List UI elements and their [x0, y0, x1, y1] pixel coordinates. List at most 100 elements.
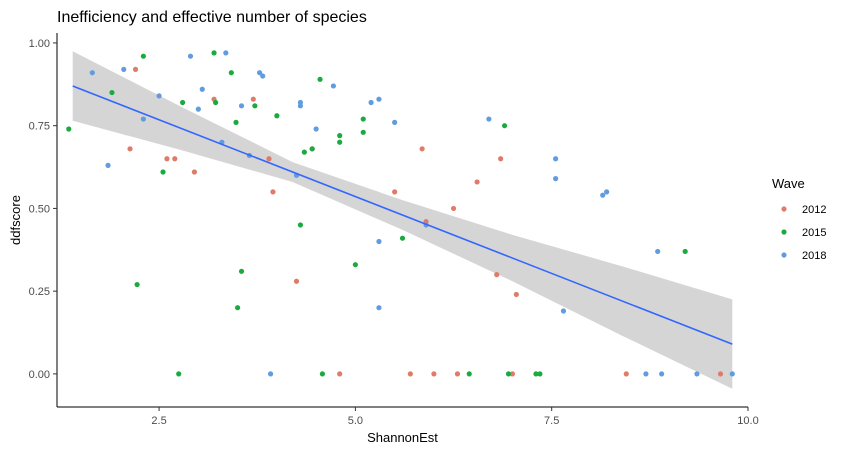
legend: Wave 2012 2015 2018	[772, 176, 826, 262]
data-point-2012	[293, 278, 300, 284]
data-point-2018	[643, 371, 649, 377]
chart-title: Inefficiency and effective number of spe…	[57, 9, 367, 26]
x-tick-label: 2.5	[151, 415, 166, 427]
confidence-band-layer	[72, 51, 733, 389]
data-point-2018	[604, 189, 610, 195]
x-axis-title: ShannonEst	[367, 430, 438, 445]
data-point-2018	[486, 116, 492, 122]
data-point-2012	[454, 371, 461, 377]
data-point-2015	[360, 116, 366, 122]
data-point-2012	[164, 156, 170, 162]
data-point-2012	[450, 205, 457, 212]
data-point-2018	[199, 86, 205, 92]
data-point-2018	[223, 50, 229, 56]
data-point-2015	[252, 103, 258, 109]
x-axis-ticks: 2.5 5.0 7.5 10.0	[151, 407, 759, 427]
data-point-2012	[419, 146, 425, 152]
data-point-2015	[274, 113, 280, 119]
data-point-2015	[466, 371, 472, 377]
data-point-2012	[717, 371, 724, 377]
data-point-2018	[267, 371, 274, 377]
data-point-2012	[407, 371, 413, 377]
legend-title: Wave	[772, 176, 805, 191]
data-point-2018	[195, 106, 201, 112]
y-tick-label: 0.00	[29, 369, 50, 381]
data-point-2015	[319, 371, 326, 377]
data-point-2018	[729, 371, 735, 377]
data-point-2018	[655, 248, 661, 255]
data-point-2015	[337, 139, 343, 145]
data-point-2012	[132, 66, 139, 73]
data-point-2015	[682, 248, 688, 255]
data-point-2018	[89, 70, 95, 76]
data-point-2015	[399, 235, 406, 241]
data-point-2015	[352, 262, 358, 268]
data-point-2018	[140, 116, 146, 122]
data-point-2018	[376, 96, 382, 102]
data-point-2018	[368, 99, 374, 106]
data-point-2015	[160, 169, 166, 175]
data-point-2015	[501, 123, 508, 129]
data-point-2015	[537, 371, 543, 377]
legend-label: 2018	[802, 250, 826, 262]
data-point-2018	[238, 103, 245, 109]
legend-key-2015	[781, 229, 787, 235]
data-point-2015	[317, 76, 323, 82]
data-point-2015	[140, 53, 146, 59]
data-point-2018	[553, 176, 559, 182]
plot-area	[66, 50, 735, 389]
data-point-2012	[431, 371, 437, 377]
data-point-2018	[105, 162, 111, 168]
data-point-2012	[494, 272, 500, 278]
data-point-2015	[176, 371, 182, 377]
data-point-2012	[513, 291, 519, 298]
data-point-2018	[694, 371, 700, 377]
data-point-2018	[313, 126, 319, 132]
data-point-2018	[600, 192, 606, 198]
confidence-band	[72, 51, 733, 389]
y-axis-title: ddfscore	[8, 195, 23, 245]
data-point-2012	[337, 371, 343, 377]
data-point-2018	[330, 83, 336, 89]
data-point-2012	[498, 156, 504, 162]
data-point-2018	[256, 70, 263, 76]
legend-key-2018	[781, 252, 787, 258]
data-point-2015	[233, 119, 239, 125]
trend-layer	[72, 85, 733, 345]
data-point-2018	[553, 156, 559, 162]
y-tick-label: 1.00	[29, 38, 50, 50]
data-point-2015	[360, 129, 366, 135]
data-point-2018	[260, 73, 266, 79]
data-point-2015	[180, 99, 186, 106]
y-axis-ticks: 0.00 0.25 0.50 0.75 1.00	[29, 38, 57, 381]
data-point-2015	[301, 149, 307, 155]
data-point-2018	[560, 308, 567, 314]
data-point-2015	[235, 305, 241, 311]
data-point-2012	[270, 189, 276, 195]
data-point-2015	[533, 371, 539, 377]
data-point-2015	[238, 268, 245, 274]
data-point-2012	[623, 371, 629, 377]
legend-items: 2012 2015 2018	[781, 204, 826, 262]
legend-key-2012	[781, 206, 787, 212]
points-layer	[66, 50, 735, 377]
data-point-2015	[109, 89, 115, 96]
data-point-2015	[213, 99, 219, 106]
data-point-2012	[250, 96, 256, 102]
data-point-2018	[187, 53, 194, 59]
y-tick-label: 0.75	[29, 121, 50, 133]
data-point-2015	[134, 281, 140, 288]
data-point-2018	[376, 238, 382, 245]
data-point-2015	[309, 146, 315, 152]
y-tick-label: 0.50	[29, 203, 50, 215]
x-tick-label: 10.0	[737, 415, 758, 427]
data-point-2015	[297, 222, 304, 228]
data-point-2018	[376, 305, 382, 311]
data-point-2018	[156, 93, 162, 99]
legend-label: 2012	[802, 204, 826, 216]
data-point-2018	[392, 119, 398, 125]
data-point-2015	[211, 50, 217, 56]
x-tick-label: 7.5	[544, 415, 559, 427]
data-point-2012	[266, 156, 272, 162]
